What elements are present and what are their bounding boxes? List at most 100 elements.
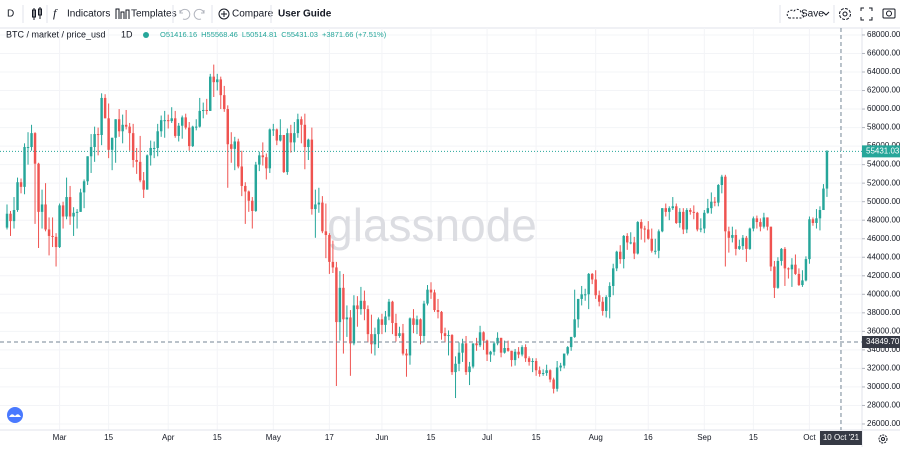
candle-body — [710, 201, 713, 209]
candle-body — [594, 279, 597, 296]
candle-body — [517, 351, 520, 355]
compare-button[interactable]: Compare — [232, 9, 274, 20]
candle-body — [541, 373, 545, 375]
interval-button[interactable]: D — [7, 9, 14, 20]
candle-body — [811, 219, 815, 223]
candle-body — [745, 237, 748, 249]
candle-body — [321, 202, 324, 232]
candle-body — [643, 228, 646, 230]
candle-body — [159, 120, 163, 132]
candle-body — [117, 119, 121, 132]
x-tick-label: 15 — [104, 433, 113, 442]
candle-body — [654, 250, 657, 252]
candle-body — [678, 211, 682, 223]
candle-body — [377, 319, 380, 335]
candle-body — [30, 133, 33, 148]
chart-type-icon[interactable] — [32, 7, 42, 20]
templates-icon[interactable] — [115, 8, 130, 19]
y-tick-label: 28000.00 — [867, 401, 900, 410]
candle-body — [503, 348, 506, 353]
last-price-label: 55431.03 — [866, 146, 900, 155]
candle-body — [300, 119, 303, 125]
candle-body — [96, 134, 100, 136]
fullscreen-icon[interactable] — [860, 7, 873, 21]
chart-interval: 1D — [121, 29, 133, 39]
candle-body — [527, 358, 531, 362]
settings-icon[interactable] — [839, 8, 851, 20]
redo-icon[interactable] — [193, 8, 205, 20]
candle-body — [317, 202, 321, 205]
candle-body — [664, 208, 667, 212]
candle-body — [131, 133, 135, 160]
compare-icon[interactable] — [218, 8, 230, 20]
candle-body — [9, 213, 12, 222]
candle-body — [324, 231, 328, 236]
candle-body — [72, 212, 75, 217]
crosshair-y-label: 34849.70 — [866, 337, 900, 346]
candle-body — [454, 363, 457, 373]
candle-body — [184, 117, 187, 128]
y-tick-label: 42000.00 — [867, 271, 900, 280]
y-tick-label: 32000.00 — [867, 364, 900, 373]
y-tick-label: 26000.00 — [867, 419, 900, 428]
y-tick-label: 44000.00 — [867, 252, 900, 261]
candle-body — [422, 303, 426, 336]
templates-button[interactable]: Templates — [131, 9, 177, 20]
candle-body — [703, 212, 706, 229]
candle-body — [61, 205, 65, 217]
candle-body — [12, 210, 16, 222]
candle-body — [647, 229, 650, 239]
candle-body — [808, 219, 811, 260]
screenshot-icon[interactable] — [882, 8, 896, 19]
save-menu-icon[interactable] — [822, 11, 830, 16]
candle-body — [145, 155, 149, 190]
candle-body — [629, 242, 632, 244]
candle-body — [261, 155, 265, 158]
indicators-button[interactable]: Indicators — [67, 9, 110, 20]
x-tick-label: 16 — [644, 433, 653, 442]
candle-body — [534, 360, 538, 371]
candle-body — [804, 259, 808, 281]
candle-body — [191, 126, 194, 147]
candle-body — [433, 292, 436, 311]
candle-body — [682, 211, 685, 230]
candle-body — [237, 141, 240, 167]
candle-body — [464, 343, 468, 373]
y-tick-label: 58000.00 — [867, 123, 900, 132]
candle-body — [258, 155, 261, 165]
fx-icon[interactable]: f — [53, 6, 58, 20]
toolbar — [0, 0, 900, 28]
candle-body — [394, 323, 398, 336]
candle-body — [640, 222, 643, 229]
candle-body — [342, 287, 345, 320]
legend-value: +3871.66 (+7.51%) — [322, 30, 387, 39]
x-tick-label: Jul — [482, 433, 492, 442]
candle-body — [328, 235, 331, 262]
candle-body — [696, 212, 699, 230]
candle-body — [254, 164, 258, 211]
candle-body — [23, 147, 26, 187]
cloud-icon[interactable] — [786, 8, 805, 19]
save-button[interactable]: Save — [801, 9, 824, 20]
candle-body — [615, 251, 618, 269]
candle-body — [562, 353, 566, 366]
candle-body — [468, 366, 471, 373]
candle-body — [797, 273, 801, 286]
candle-body — [597, 295, 601, 302]
candle-body — [426, 289, 429, 304]
undo-icon[interactable] — [179, 8, 191, 20]
candle-body — [314, 204, 317, 210]
timezone-settings-icon[interactable] — [878, 434, 888, 444]
candle-body — [359, 300, 363, 310]
user-guide-button[interactable]: User Guide — [278, 9, 332, 20]
candle-body — [86, 156, 89, 182]
candle-body — [124, 124, 128, 127]
candle-body — [310, 139, 314, 210]
logo[interactable] — [7, 407, 23, 423]
candle-body — [195, 126, 198, 128]
y-tick-label: 60000.00 — [867, 104, 900, 113]
candle-body — [685, 210, 689, 230]
x-tick-label: 15 — [427, 433, 436, 442]
candle-body — [233, 141, 236, 149]
candle-body — [387, 301, 391, 317]
